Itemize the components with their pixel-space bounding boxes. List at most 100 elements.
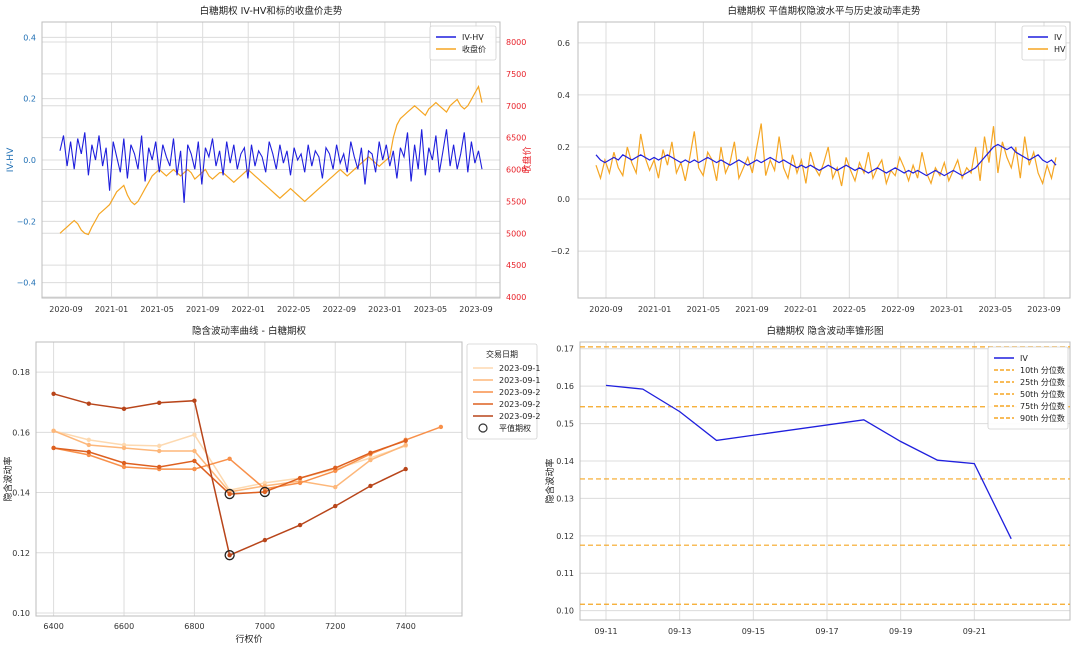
chart3-point-2	[438, 424, 444, 430]
chart3-point-0	[121, 442, 127, 448]
chart4-ylabel: 隐含波动率	[544, 458, 556, 503]
chart3-xtick: 6800	[184, 622, 204, 631]
chart4-ytick: 0.13	[556, 494, 574, 503]
chart1-y2tick: 6000	[506, 166, 526, 175]
chart1-xtick: 2020-09	[49, 305, 82, 314]
chart1-y2tick: 7000	[506, 102, 526, 111]
chart1-y2tick: 8000	[506, 38, 526, 47]
chart3-point-0	[262, 480, 268, 486]
chart3-title: 隐含波动率曲线 - 白糖期权	[192, 325, 306, 337]
chart3-point-2	[333, 468, 338, 474]
chart3-point-4	[403, 466, 408, 472]
chart3-point-4	[192, 398, 197, 403]
chart-atm-iv-hv: 2020-09 2021-01 2021-05 2021-09 2022-01 2022-…	[551, 5, 1071, 314]
chart2-xtick: 2022-05	[833, 305, 866, 314]
chart3-series-3	[53, 440, 406, 495]
chart2-frame	[577, 21, 1071, 299]
chart3-point-2	[121, 464, 127, 470]
chart4-ytick: 0.16	[556, 382, 574, 391]
chart4-legend-label-3: 50th 分位数	[1020, 389, 1065, 399]
chart2-legend-label-0: IV	[1054, 33, 1062, 42]
chart3-xlabel: 行权价	[235, 633, 262, 645]
chart1-frame	[41, 21, 501, 299]
chart3-point-1	[368, 457, 373, 463]
chart2-xtick: 2023-09	[1027, 305, 1060, 314]
chart3-point-3	[333, 465, 338, 471]
chart1-y2label: 收盘价	[521, 146, 533, 173]
chart3-ytick: 0.10	[12, 609, 30, 618]
chart4-xtick: 09-15	[742, 627, 765, 636]
chart1-y2tick: 5000	[506, 229, 526, 238]
chart4-legend-label-5: 90th 分位数	[1020, 413, 1065, 423]
chart3-point-4	[297, 522, 303, 528]
chart3-point-4	[157, 400, 162, 406]
chart1-ylabel: IV-HV	[6, 147, 16, 172]
chart1-y2tick: 7500	[506, 70, 526, 79]
chart2-xtick: 2022-01	[784, 305, 817, 314]
chart3-frame	[35, 341, 463, 617]
chart3-point-1	[192, 448, 197, 454]
chart3-legend-label-2: 2023-09-20	[499, 388, 540, 397]
chart2-xtick: 2021-01	[638, 305, 671, 314]
chart3-point-0	[192, 432, 197, 437]
chart3-point-2	[192, 466, 197, 472]
chart4-ytick: 0.15	[556, 420, 574, 429]
chart4-xtick: 09-11	[594, 627, 617, 636]
chart2-xtick: 2023-01	[930, 305, 963, 314]
chart3-point-1	[86, 442, 92, 448]
chart1-xtick: 2023-09	[459, 305, 492, 314]
chart3-point-3	[121, 460, 127, 466]
chart3-point-2	[86, 452, 92, 458]
chart4-legend-label-4: 75th 分位数	[1020, 401, 1065, 411]
chart4-legend-label-2: 25th 分位数	[1020, 377, 1065, 387]
chart2-legend-label-1: HV	[1054, 45, 1066, 54]
chart-iv-cone: 09-11 09-13 09-15 09-17 09-19 09-21 0.10 0.11 0.…	[544, 325, 1071, 636]
chart1-ytick: 0.0	[23, 156, 36, 165]
chart2-xtick: 2021-09	[735, 305, 768, 314]
chart3-point-1	[403, 442, 408, 448]
chart4-title: 白糖期权 隐含波动率锥形图	[766, 325, 883, 337]
chart3-point-3	[227, 491, 232, 497]
chart3-point-1	[333, 484, 338, 490]
chart2-series-hv	[595, 123, 1057, 187]
chart2-xtick: 2022-09	[881, 305, 914, 314]
chart3-xtick: 6600	[114, 622, 134, 631]
chart3-point-3	[297, 475, 303, 481]
chart3-point-1	[51, 428, 56, 434]
chart4-series-iv	[605, 384, 1012, 540]
chart1-legend-label-1: 收盘价	[462, 44, 486, 54]
chart1-ytick: 0.4	[23, 33, 36, 42]
chart1-legend	[429, 25, 497, 61]
chart3-point-4	[51, 391, 56, 396]
chart4-legend-label-1: 10th 分位数	[1020, 365, 1065, 375]
chart3-point-3	[51, 445, 56, 451]
chart3-point-3	[262, 489, 268, 495]
chart3-ytick: 0.12	[12, 549, 30, 558]
chart1-legend-label-0: IV-HV	[462, 33, 484, 42]
chart4-legend-label-0: IV	[1020, 354, 1028, 363]
chart1-series-close-price	[59, 84, 483, 236]
chart3-point-4	[86, 401, 92, 406]
chart1-y2tick: 5500	[506, 197, 526, 206]
chart4-ytick: 0.14	[556, 457, 574, 466]
chart4-frame	[579, 341, 1071, 621]
chart3-point-3	[403, 438, 408, 443]
chart3-xtick: 7000	[255, 622, 275, 631]
chart1-xtick: 2023-01	[368, 305, 401, 314]
chart1-xtick: 2023-05	[414, 305, 447, 314]
chart1-xtick: 2021-01	[95, 305, 128, 314]
chart3-point-0	[157, 443, 162, 449]
chart1-y2tick: 4500	[506, 261, 526, 270]
chart3-legend-label-3: 2023-09-21	[499, 400, 540, 409]
chart3-ytick: 0.16	[12, 428, 30, 437]
chart3-point-1	[121, 445, 127, 451]
chart3-xtick: 7200	[325, 622, 345, 631]
chart1-ytick: −0.4	[17, 279, 36, 288]
chart3-legend-label-4: 2023-09-22	[499, 412, 540, 421]
chart2-ytick: 0.2	[557, 143, 570, 152]
chart4-ytick: 0.10	[556, 607, 574, 616]
chart3-atm-marker-1	[259, 486, 270, 498]
chart3-point-4	[121, 406, 127, 412]
chart3-point-4	[227, 552, 232, 558]
chart3-atm-marker-2	[224, 550, 235, 561]
